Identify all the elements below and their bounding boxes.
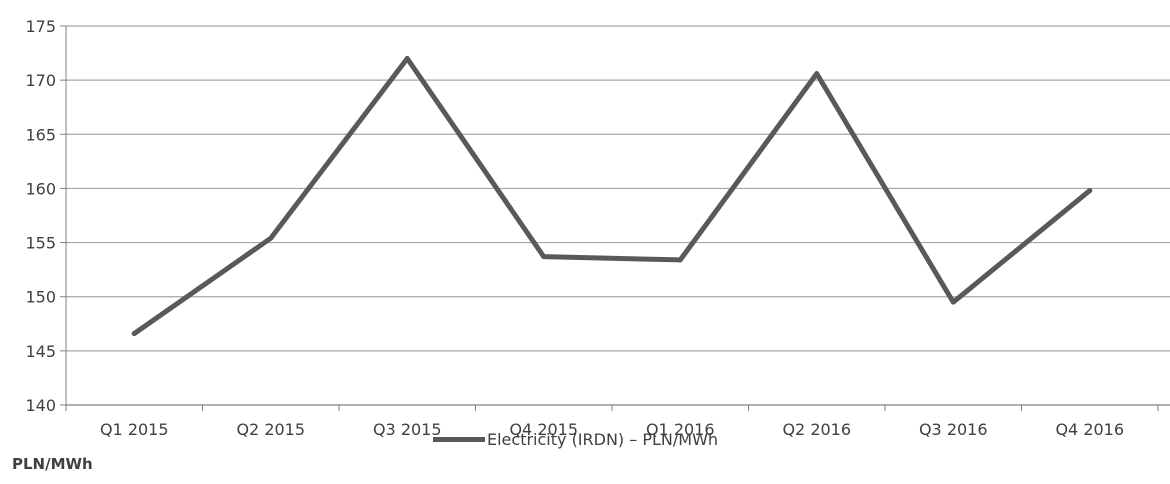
legend: Electricity (IRDN) – PLN/MWh: [433, 430, 718, 449]
series-line: [131, 55, 1093, 337]
unit-label: PLN/MWh: [12, 455, 93, 473]
x-tick-label: Q1 2016: [646, 420, 715, 439]
y-tick-label: 175: [25, 17, 56, 36]
data-point: [1087, 188, 1093, 194]
data-point: [268, 235, 274, 241]
legend-label: Electricity (IRDN) – PLN/MWh: [487, 430, 719, 449]
axes: [60, 25, 1170, 411]
data-point: [541, 254, 547, 260]
x-tick-label: Q4 2015: [509, 420, 578, 439]
x-tick-label: Q2 2015: [236, 420, 305, 439]
y-tick-label: 140: [25, 396, 56, 415]
data-point: [814, 71, 820, 77]
legend-swatch: [433, 437, 485, 442]
data-point: [131, 331, 137, 337]
gridlines: [66, 25, 1170, 352]
x-tick-label: Q3 2015: [373, 420, 442, 439]
series: [131, 55, 1093, 337]
x-tick-labels: Q1 2015 Q2 2015 Q3 2015 Q4 2015 Q1 2016 Q2 20…: [100, 420, 1124, 439]
y-tick-label: 145: [25, 342, 56, 361]
y-tick-label: 165: [25, 125, 56, 144]
x-tick-label: Q2 2016: [782, 420, 851, 439]
data-point: [677, 257, 683, 263]
data-point: [404, 55, 410, 61]
x-tick-label: Q1 2015: [100, 420, 169, 439]
x-tick-label: Q3 2016: [919, 420, 988, 439]
y-tick-labels: 140 145 150 155 160 165 170 175: [25, 17, 56, 415]
y-tick-label: 170: [25, 71, 56, 90]
x-tick-label: Q4 2016: [1055, 420, 1124, 439]
y-tick-label: 155: [25, 234, 56, 253]
y-tick-label: 150: [25, 288, 56, 307]
y-tick-label: 160: [25, 179, 56, 198]
data-point: [950, 299, 956, 305]
